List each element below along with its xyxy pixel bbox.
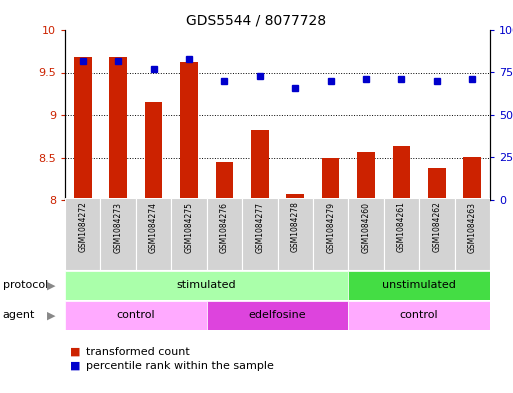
Text: GSM1084274: GSM1084274 <box>149 202 158 253</box>
Text: ▶: ▶ <box>47 281 55 290</box>
Text: protocol: protocol <box>3 281 48 290</box>
Bar <box>419 198 455 270</box>
Bar <box>278 198 313 270</box>
Text: ■: ■ <box>70 347 81 357</box>
Text: GSM1084262: GSM1084262 <box>432 202 441 252</box>
Bar <box>65 301 207 330</box>
Text: agent: agent <box>3 310 35 321</box>
Bar <box>251 130 269 200</box>
Text: transformed count: transformed count <box>86 347 189 357</box>
Bar <box>428 168 446 200</box>
Bar <box>455 198 490 270</box>
Bar <box>348 301 490 330</box>
Bar <box>384 198 419 270</box>
Text: GSM1084277: GSM1084277 <box>255 202 264 253</box>
Bar <box>215 162 233 200</box>
Text: control: control <box>400 310 439 321</box>
Bar <box>180 62 198 200</box>
Bar <box>286 194 304 200</box>
Text: GSM1084261: GSM1084261 <box>397 202 406 252</box>
Text: GDS5544 / 8077728: GDS5544 / 8077728 <box>186 14 327 28</box>
Bar <box>207 301 348 330</box>
Bar <box>348 198 384 270</box>
Text: GSM1084279: GSM1084279 <box>326 202 335 253</box>
Text: ■: ■ <box>70 361 81 371</box>
Bar <box>392 147 410 200</box>
Text: GSM1084263: GSM1084263 <box>468 202 477 253</box>
Bar <box>313 198 348 270</box>
Bar <box>357 152 375 200</box>
Bar <box>463 157 481 200</box>
Bar <box>207 198 242 270</box>
Bar <box>109 57 127 200</box>
Bar <box>145 102 163 200</box>
Text: GSM1084272: GSM1084272 <box>78 202 87 252</box>
Text: edelfosine: edelfosine <box>249 310 306 321</box>
Text: GSM1084260: GSM1084260 <box>362 202 370 253</box>
Bar <box>74 57 91 200</box>
Text: stimulated: stimulated <box>177 281 236 290</box>
Text: control: control <box>116 310 155 321</box>
Text: ▶: ▶ <box>47 310 55 321</box>
Text: GSM1084275: GSM1084275 <box>185 202 193 253</box>
Bar <box>242 198 278 270</box>
Text: GSM1084273: GSM1084273 <box>113 202 123 253</box>
Bar <box>136 198 171 270</box>
Bar <box>101 198 136 270</box>
Text: unstimulated: unstimulated <box>382 281 456 290</box>
Bar <box>65 198 101 270</box>
Bar <box>348 271 490 300</box>
Bar <box>322 158 340 200</box>
Text: percentile rank within the sample: percentile rank within the sample <box>86 361 273 371</box>
Text: GSM1084276: GSM1084276 <box>220 202 229 253</box>
Text: GSM1084278: GSM1084278 <box>291 202 300 252</box>
Bar <box>171 198 207 270</box>
Bar <box>65 271 348 300</box>
